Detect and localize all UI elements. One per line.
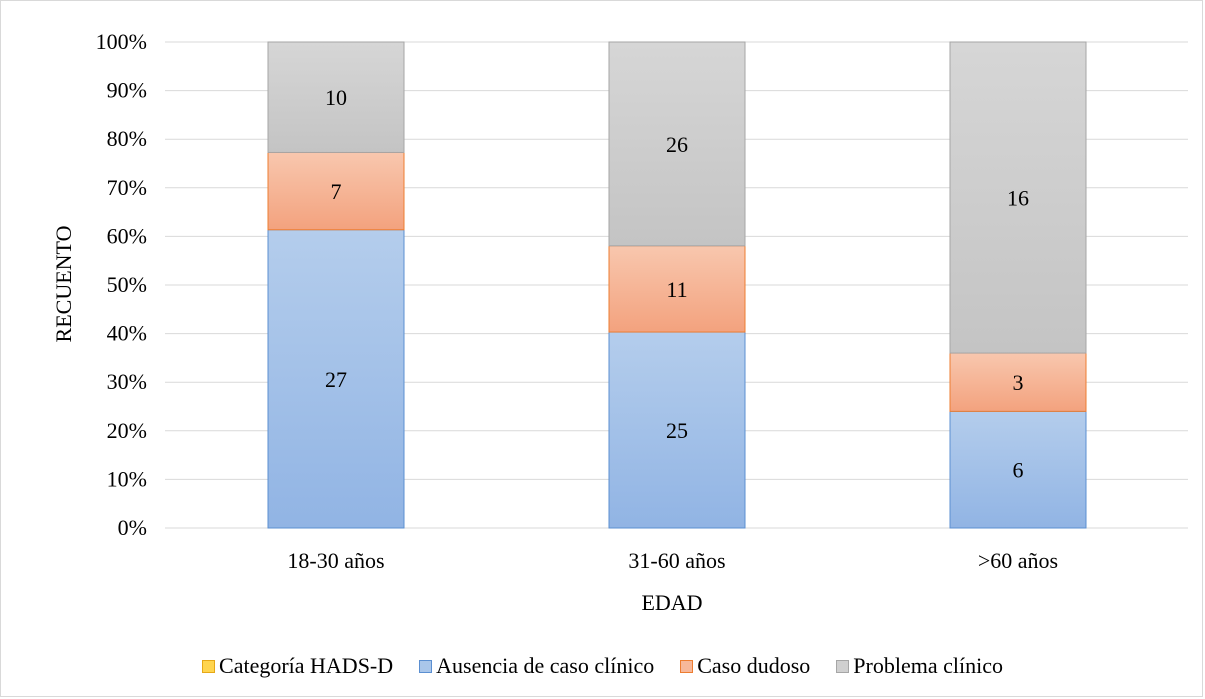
x-axis-ticks: 18-30 años 31-60 años >60 años	[287, 548, 1058, 573]
x-tick-label: >60 años	[978, 548, 1058, 573]
legend-item: Caso dudoso	[680, 653, 810, 679]
y-tick-label: 50%	[107, 272, 147, 297]
x-tick-label: 31-60 años	[628, 548, 725, 573]
data-label: 26	[666, 132, 688, 157]
legend: Categoría HADS-D Ausencia de caso clínico…	[0, 652, 1205, 680]
y-axis-title: RECUENTO	[51, 226, 76, 343]
legend-swatch	[202, 660, 215, 673]
data-label: 11	[666, 277, 687, 302]
legend-item: Ausencia de caso clínico	[419, 653, 654, 679]
legend-label: Categoría HADS-D	[219, 653, 393, 679]
y-tick-label: 40%	[107, 321, 147, 346]
data-label: 27	[325, 367, 347, 392]
y-tick-label: 10%	[107, 466, 147, 491]
data-label: 10	[325, 85, 347, 110]
legend-label: Caso dudoso	[697, 653, 810, 679]
legend-label: Ausencia de caso clínico	[436, 653, 654, 679]
legend-swatch	[680, 660, 693, 673]
y-tick-label: 0%	[118, 515, 147, 540]
y-tick-label: 30%	[107, 369, 147, 394]
y-tick-label: 80%	[107, 126, 147, 151]
y-tick-label: 100%	[96, 29, 147, 54]
legend-swatch	[419, 660, 432, 673]
y-tick-label: 90%	[107, 78, 147, 103]
data-label: 16	[1007, 186, 1029, 211]
legend-label: Problema clínico	[853, 653, 1003, 679]
legend-item: Categoría HADS-D	[202, 653, 393, 679]
y-tick-label: 70%	[107, 175, 147, 200]
data-label: 7	[331, 179, 342, 204]
y-tick-label: 20%	[107, 418, 147, 443]
data-label: 6	[1013, 458, 1024, 483]
legend-swatch	[836, 660, 849, 673]
x-axis-title: EDAD	[641, 590, 702, 615]
data-label: 3	[1013, 370, 1024, 395]
y-axis-ticks: 0% 10% 20% 30% 40% 50% 60% 70% 80% 90% 100%	[96, 29, 147, 540]
y-tick-label: 60%	[107, 223, 147, 248]
legend-item: Problema clínico	[836, 653, 1003, 679]
data-label: 25	[666, 418, 688, 443]
x-tick-label: 18-30 años	[287, 548, 384, 573]
bars: 27 7 10 25 11 26 6 3 16	[268, 42, 1086, 528]
